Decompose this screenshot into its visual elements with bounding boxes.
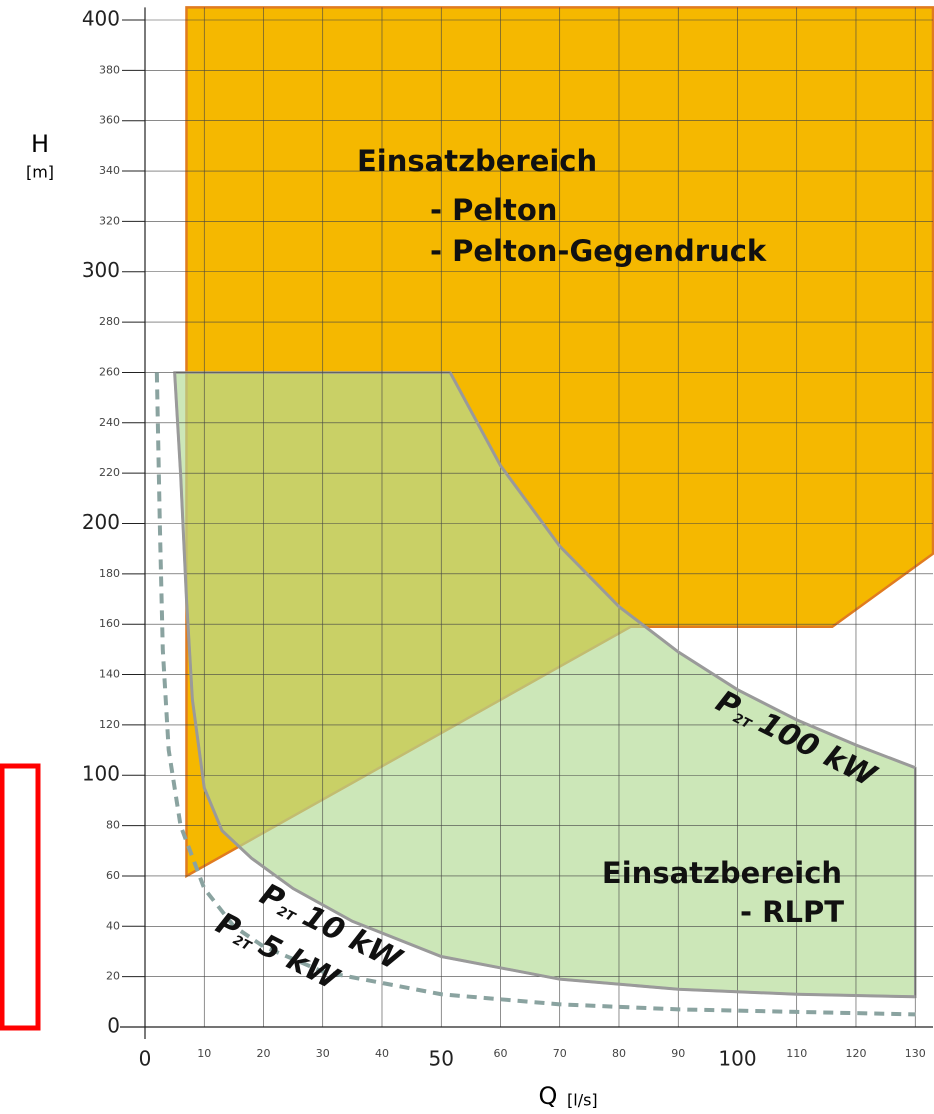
x-tick-label: 30 [316, 1047, 330, 1060]
y-tick-label: 200 [82, 510, 120, 534]
x-tick-label: 90 [671, 1047, 685, 1060]
y-tick-label: 340 [99, 164, 120, 177]
x-axis-label: Q [539, 1082, 558, 1110]
x-tick-label: 40 [375, 1047, 389, 1060]
y-tick-label: 100 [82, 762, 120, 786]
y-tick-label: 140 [99, 668, 120, 681]
x-tick-label: 100 [718, 1047, 756, 1071]
y-tick-label: 300 [82, 258, 120, 282]
y-tick-label: 40 [106, 919, 120, 932]
y-axis-label: H [31, 130, 49, 158]
region-label: - Pelton-Gegendruck [430, 234, 767, 268]
y-axis-unit: [m] [26, 163, 54, 182]
region-label: Einsatzbereich [357, 144, 597, 178]
x-tick-label: 110 [786, 1047, 807, 1060]
power-curve [448, 371, 916, 770]
y-tick-label: 60 [106, 869, 120, 882]
power-curve [154, 372, 916, 1017]
x-tick-label: 50 [429, 1047, 454, 1071]
y-tick-label: 20 [106, 970, 120, 983]
y-tick-label: 160 [99, 617, 120, 630]
x-tick-label: 80 [612, 1047, 626, 1060]
y-tick-label: 360 [99, 114, 120, 127]
highlight-box [0, 763, 41, 1031]
y-tick-label: 260 [99, 365, 120, 378]
y-tick-label: 220 [99, 466, 120, 479]
x-tick-label: 120 [845, 1047, 866, 1060]
y-tick-label: 400 [82, 6, 120, 30]
y-tick-label: 180 [99, 567, 120, 580]
x-tick-label: 0 [139, 1047, 152, 1071]
y-tick-label: 380 [99, 63, 120, 76]
y-tick-label: 240 [99, 416, 120, 429]
x-axis-unit: [l/s] [567, 1091, 598, 1110]
region-label: - RLPT [740, 895, 844, 929]
x-tick-label: 130 [905, 1047, 926, 1060]
power-curve [173, 372, 916, 999]
x-tick-label: 20 [256, 1047, 270, 1060]
y-tick-label: 80 [106, 819, 120, 832]
y-tick-label: 280 [99, 315, 120, 328]
y-tick-label: 320 [99, 214, 120, 227]
y-tick-label: 0 [107, 1014, 120, 1038]
region-label: - Pelton [430, 193, 557, 227]
y-tick-label: 120 [99, 718, 120, 731]
x-tick-label: 60 [493, 1047, 507, 1060]
region-label: Einsatzbereich [602, 856, 842, 890]
x-tick-label: 10 [197, 1047, 211, 1060]
x-tick-label: 70 [553, 1047, 567, 1060]
